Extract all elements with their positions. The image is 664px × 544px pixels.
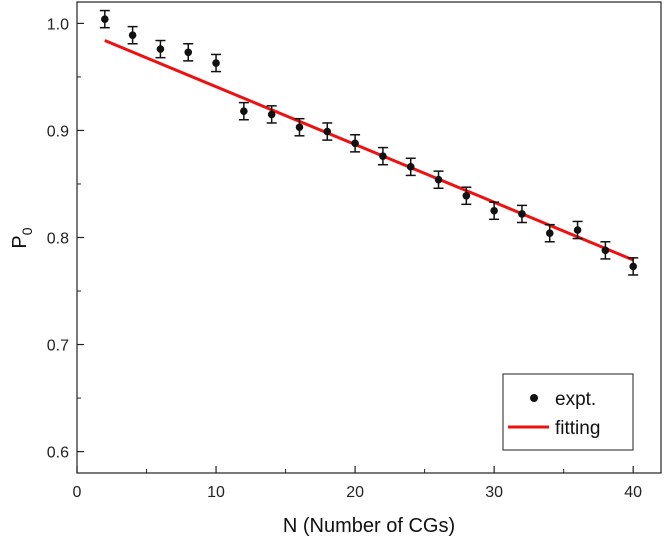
data-point [406, 163, 415, 171]
axis-ticks: 0 10 20 30 40 0.6 0.7 0.8 0.9 1.0 [47, 16, 642, 501]
y-tick-label: 1.0 [47, 16, 69, 33]
data-point-group [516, 204, 527, 224]
data-point-group [127, 25, 138, 45]
data-point-group [350, 133, 361, 153]
data-point-group [405, 157, 416, 177]
data-point [156, 45, 165, 53]
data-point-group [544, 223, 555, 243]
data-point-group [461, 186, 472, 206]
data-point-group [572, 220, 583, 240]
data-point-group [238, 101, 249, 121]
legend-label-fitting: fitting [555, 418, 600, 439]
data-point-group [600, 241, 611, 260]
y-axis-label-subscript: 0 [19, 227, 35, 235]
legend-box [502, 373, 634, 451]
x-tick-label: 30 [485, 484, 503, 501]
y-axis-label-main: P [9, 235, 31, 248]
legend: expt. fitting [502, 373, 634, 451]
y-tick-label: 0.8 [47, 231, 69, 248]
svg-text:P0: P0 [9, 227, 35, 248]
y-axis-label: P0 [9, 227, 35, 248]
data-point-group [183, 42, 194, 62]
data-point-group [377, 146, 388, 166]
data-point [351, 139, 359, 148]
data-point-group [489, 201, 500, 221]
data-point [573, 226, 582, 234]
data-point [295, 123, 304, 132]
data-point-group [628, 257, 639, 276]
fitting-line-layer [104, 39, 634, 262]
y-tick-label: 0.7 [47, 338, 69, 355]
data-point [184, 48, 193, 57]
data-point-group [322, 122, 333, 141]
x-tick-label: 0 [73, 484, 82, 501]
data-point [629, 262, 637, 271]
x-axis-label: N (Number of CGs) [283, 515, 455, 537]
data-point [518, 210, 526, 218]
data-point-group [294, 117, 305, 137]
fitting-line [104, 39, 634, 262]
data-point-group [211, 53, 222, 73]
x-tick-label: 20 [346, 484, 364, 501]
data-point [379, 152, 387, 160]
legend-marker-expt [530, 394, 538, 402]
data-point [267, 110, 276, 119]
data-point-group [155, 39, 166, 59]
y-tick-label: 0.6 [47, 445, 69, 462]
data-point [323, 127, 332, 136]
data-points-layer [99, 9, 639, 276]
x-tick-label: 40 [624, 484, 642, 501]
data-point [128, 31, 137, 39]
data-point [434, 175, 443, 184]
data-point [545, 229, 554, 238]
data-point [101, 15, 109, 23]
data-point-group [99, 9, 110, 29]
data-point-group [266, 105, 277, 124]
y-tick-label: 0.9 [47, 123, 69, 140]
data-point [462, 191, 471, 200]
data-point [601, 246, 610, 255]
data-point [490, 206, 498, 215]
x-tick-label: 10 [207, 484, 225, 501]
data-point [212, 59, 220, 67]
data-point [240, 107, 248, 115]
data-point-group [433, 170, 444, 190]
legend-label-expt: expt. [555, 389, 596, 410]
